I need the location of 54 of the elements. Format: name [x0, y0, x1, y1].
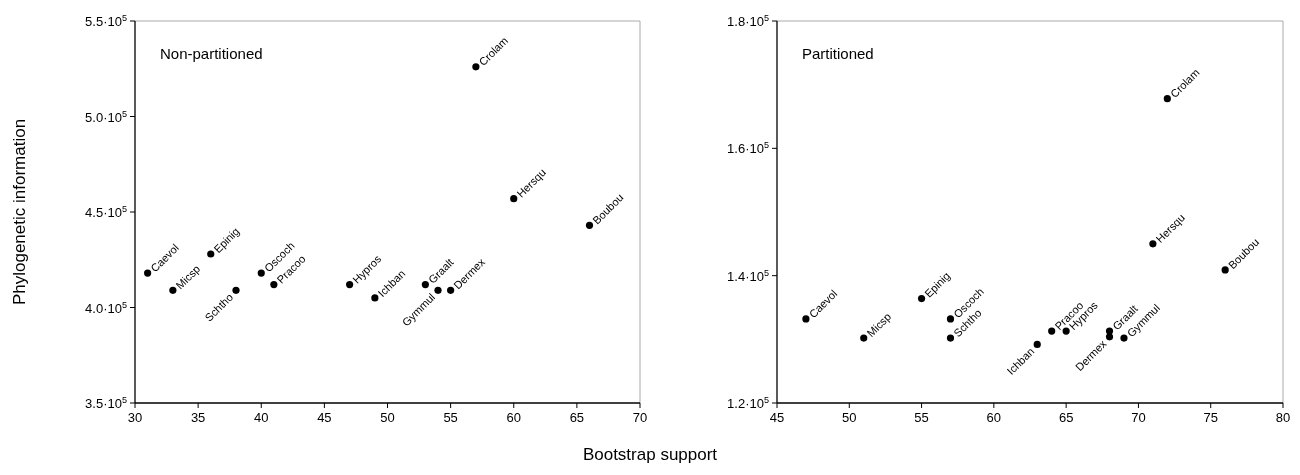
x-tick-label: 65	[569, 410, 585, 425]
point	[1221, 266, 1229, 274]
point	[860, 334, 868, 342]
point	[1105, 333, 1114, 341]
point	[510, 195, 518, 203]
point	[144, 269, 152, 277]
y-tick-label: 1.2·10$^{5}$	[727, 395, 769, 411]
y-tick-label: 4.0·10$^{5}$	[85, 299, 127, 316]
point	[207, 250, 215, 258]
y-tick-label: 5.5·10$^{5}$	[85, 13, 127, 29]
point	[946, 334, 955, 342]
x-axis-title: Bootstrap support	[582, 445, 718, 464]
point	[447, 286, 455, 294]
point	[1120, 334, 1128, 342]
point	[232, 286, 240, 294]
point	[1149, 240, 1157, 248]
x-tick-label: 75	[1203, 410, 1218, 425]
x-tick-label: 55	[914, 410, 929, 425]
x-tick-label: 50	[842, 410, 857, 425]
point	[1163, 95, 1171, 103]
point	[169, 286, 177, 294]
point	[585, 221, 594, 229]
text: Partitioned	[802, 45, 874, 62]
x-tick-label: 50	[380, 410, 395, 425]
y-tick-label: 3.5·10$^{5}$	[85, 395, 127, 411]
x-tick-label: 40	[254, 410, 269, 425]
point	[1033, 340, 1041, 349]
x-tick-label: 70	[1131, 410, 1146, 425]
point	[270, 280, 278, 289]
text: Non-partitioned	[160, 45, 263, 62]
y-tick-label: 5.0·10$^{5}$	[85, 108, 127, 125]
x-tick-label: 35	[190, 410, 206, 425]
x-tick-label: 60	[986, 410, 1002, 425]
point	[371, 294, 379, 302]
x-tick-label: 45	[317, 410, 332, 425]
point	[472, 63, 480, 71]
y-tick-label: 1.6·10$^{5}$	[727, 140, 769, 157]
point	[421, 280, 429, 289]
point	[434, 286, 442, 294]
y-tick-label: 1.4·10$^{5}$	[727, 267, 769, 284]
point	[917, 294, 926, 303]
x-tick-label: 70	[632, 410, 648, 425]
x-tick-label: 55	[443, 410, 458, 425]
point	[802, 315, 810, 323]
x-tick-label: 80	[1275, 410, 1291, 425]
x-tick-label: 45	[769, 410, 785, 425]
point	[1048, 327, 1056, 335]
y-tick-label: 4.5·10$^{5}$	[85, 204, 127, 220]
point	[257, 269, 265, 277]
x-tick-label: 65	[1058, 410, 1074, 425]
x-tick-label: 60	[506, 410, 521, 425]
y-tick-label: 1.8·10$^{5}$	[727, 13, 769, 29]
x-tick-label: 30	[127, 410, 143, 425]
y-axis-title: Phylogenetic information	[10, 118, 29, 306]
